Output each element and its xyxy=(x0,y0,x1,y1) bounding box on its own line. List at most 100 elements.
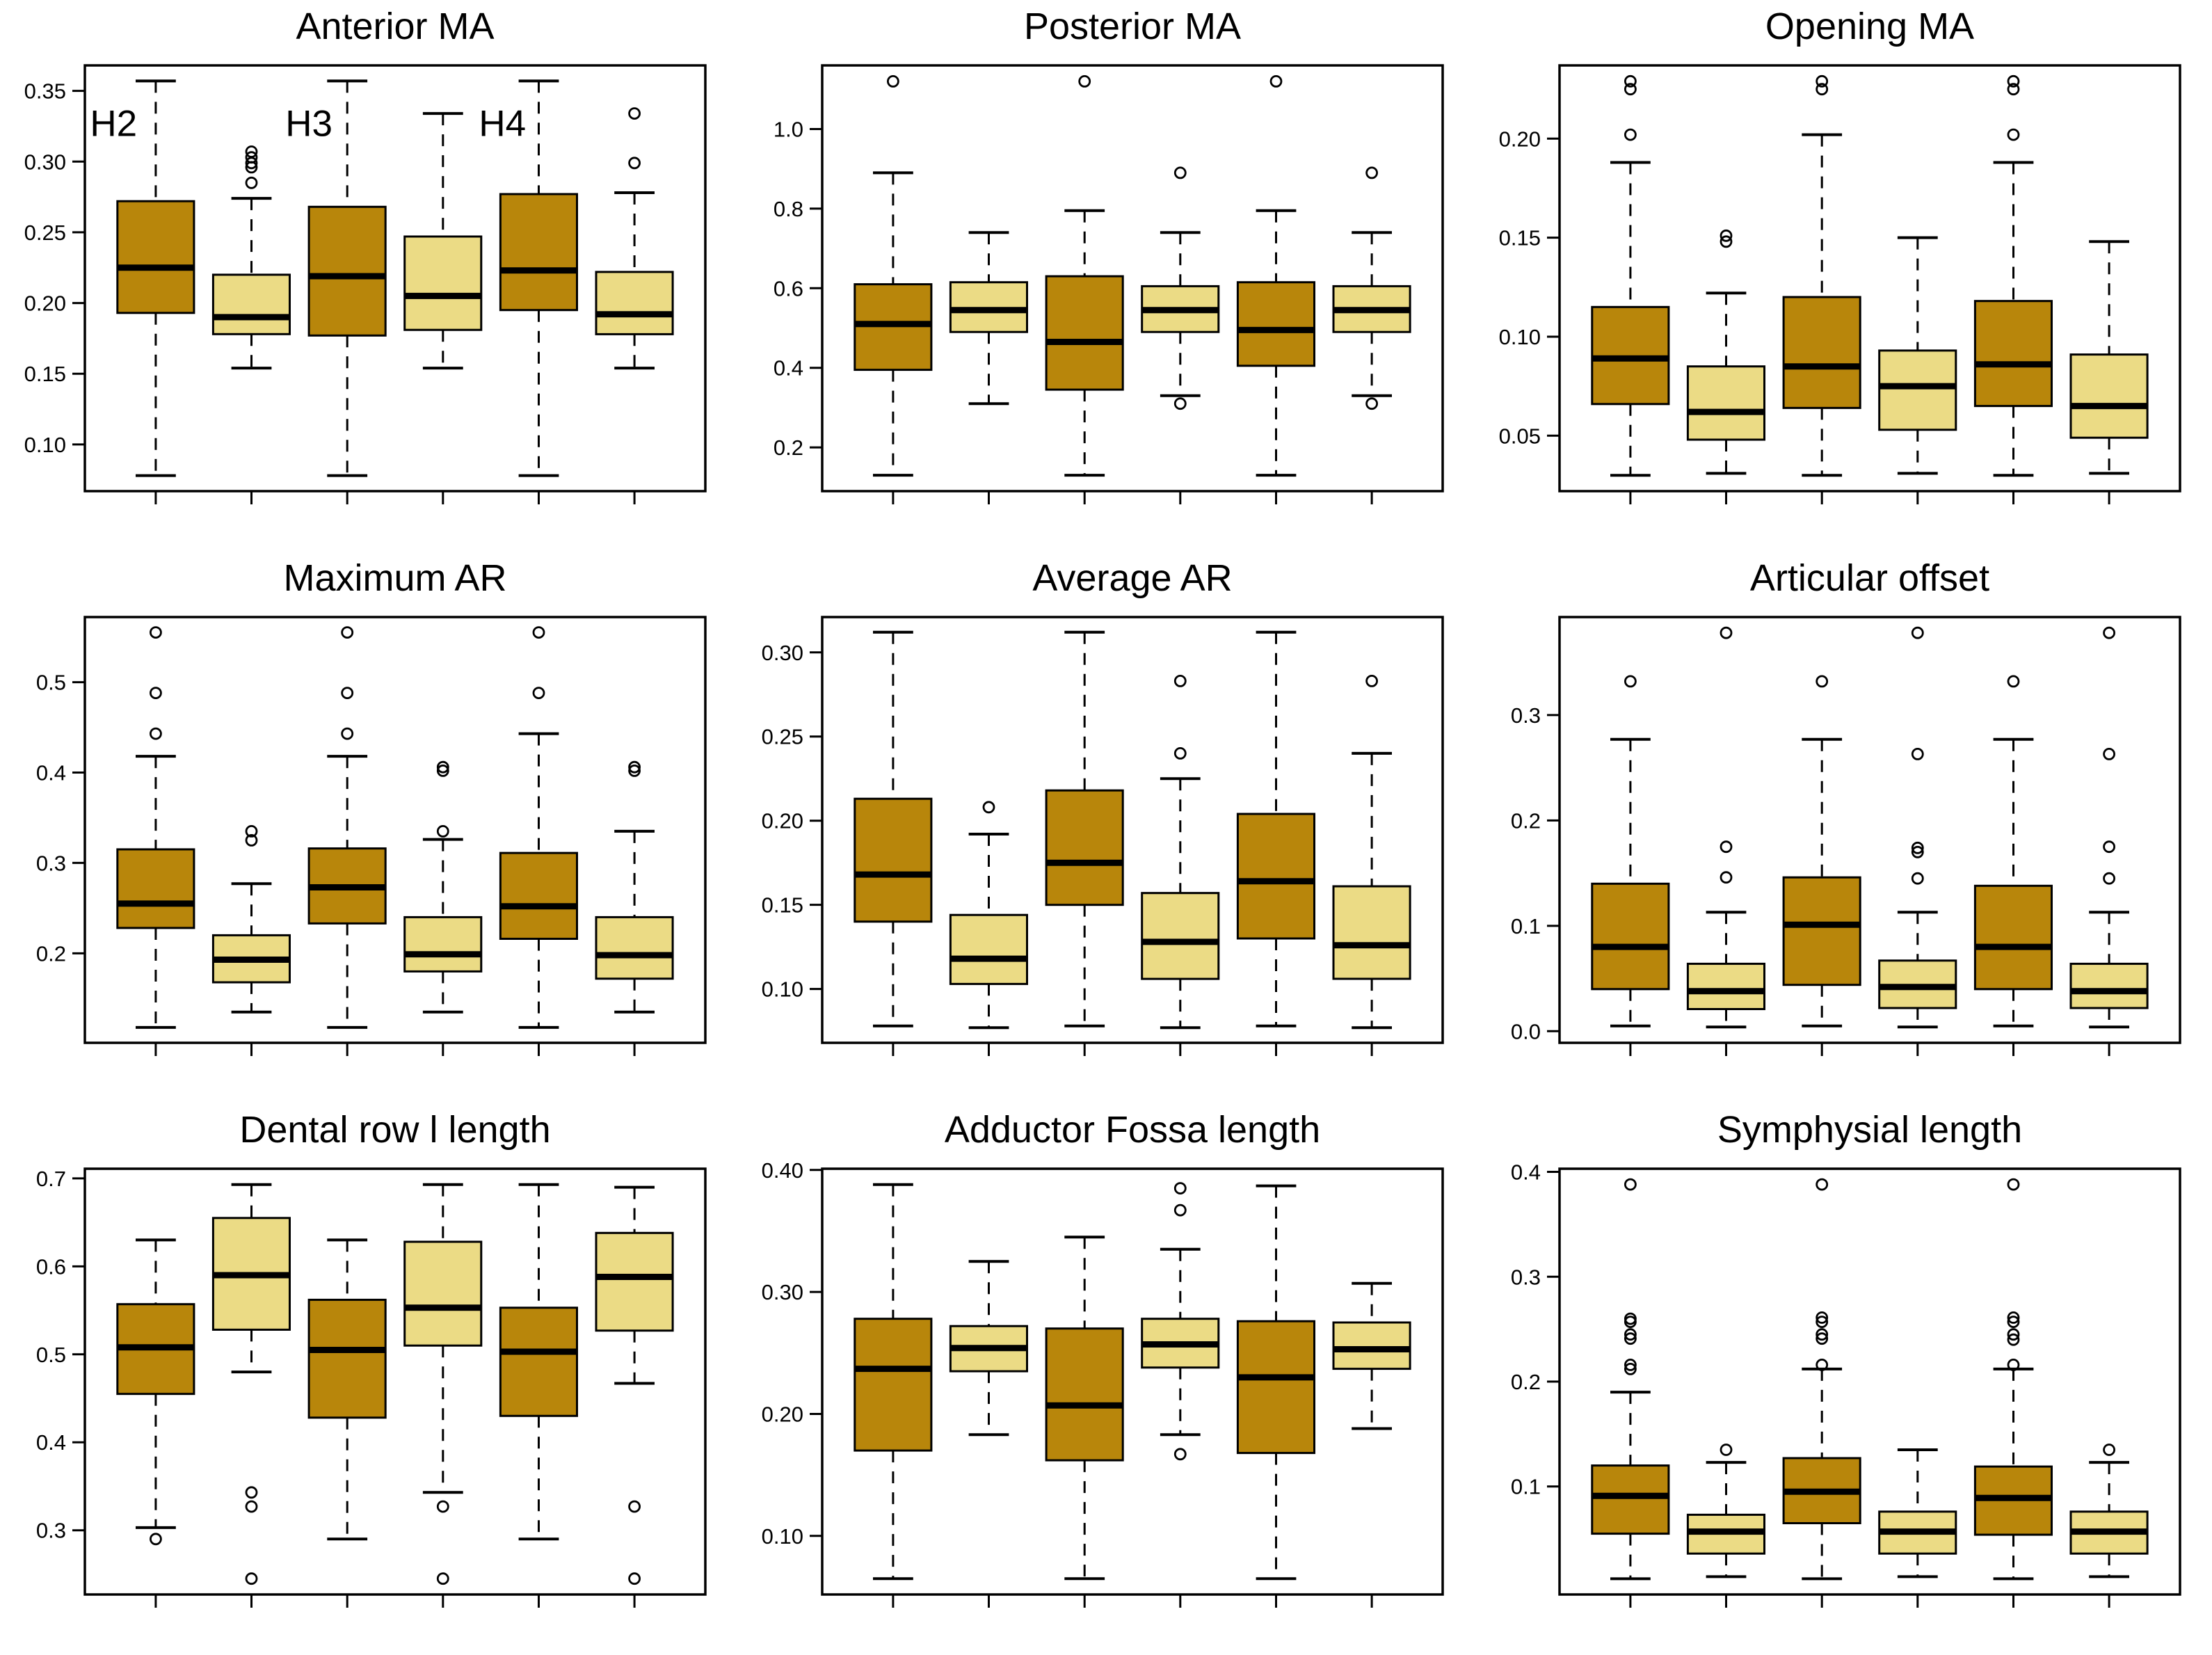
y-tick-label: 0.25 xyxy=(24,221,66,245)
iqr-box xyxy=(1973,300,2053,408)
outlier-point xyxy=(1624,128,1637,141)
outlier-point xyxy=(245,145,258,158)
box-group xyxy=(595,760,674,1056)
outlier-point xyxy=(245,1572,258,1585)
outlier-point xyxy=(1173,1182,1187,1194)
iqr-box xyxy=(1782,876,1861,986)
outlier-point xyxy=(2007,1316,2020,1329)
outlier-point xyxy=(1078,75,1091,88)
outlier-point xyxy=(1173,166,1187,179)
outlier-point xyxy=(2007,1333,2020,1346)
y-tick-label: 0.5 xyxy=(36,671,66,695)
outlier-point xyxy=(245,1500,258,1513)
outlier-point xyxy=(1624,1332,1637,1345)
y-tick-label: 0.4 xyxy=(1511,1160,1541,1185)
panel-adductor-fossa-length-svg: Adductor Fossa length 0.10 0.20 0.30 0.40 xyxy=(762,1109,1444,1608)
panel-opening-ma: Opening MA 0.05 0.10 0.15 0.20 xyxy=(1475,0,2212,552)
y-tick-label: 0.30 xyxy=(762,1280,803,1304)
box-group xyxy=(1236,1184,1316,1608)
y-tick-label: 0.30 xyxy=(24,150,66,174)
y-tick-label: 0.6 xyxy=(774,276,803,301)
y-tick-label: 0.8 xyxy=(774,197,803,221)
panel-symphysial-length: Symphysial length 0.1 0.2 0.3 0.4 xyxy=(1475,1103,2212,1655)
box-group xyxy=(1782,1178,1861,1608)
outlier-point xyxy=(1269,75,1283,88)
iqr-box xyxy=(211,273,291,335)
box-group xyxy=(1973,1178,2053,1608)
outlier-point xyxy=(1173,1204,1187,1217)
outlier-point xyxy=(1720,840,1733,854)
box-group xyxy=(1878,1448,1957,1608)
iqr-box xyxy=(1332,885,1411,980)
iqr-box xyxy=(1045,1327,1124,1462)
outlier-point xyxy=(2103,626,2115,639)
panel-articular-offset: Articular offset 0.0 0.1 0.2 0.3 xyxy=(1475,552,2212,1103)
iqr-box xyxy=(1141,892,1220,980)
outlier-point xyxy=(149,687,162,700)
panel-anterior-ma: Anterior MA 0.10 0.15 0.20 0.25 0.30 0.35 H2 H3 H… xyxy=(0,0,737,552)
y-tick-label: 0.2 xyxy=(1511,1370,1541,1394)
y-tick-label: 0.5 xyxy=(36,1343,66,1367)
box-group xyxy=(499,1183,579,1608)
box-group xyxy=(949,1260,1028,1608)
y-tick-label: 0.6 xyxy=(36,1254,66,1279)
box-group xyxy=(853,1183,933,1608)
panel-articular-offset-svg: Articular offset 0.0 0.1 0.2 0.3 xyxy=(1511,557,2181,1056)
plot-frame xyxy=(83,616,707,1044)
plot-frame xyxy=(821,64,1444,493)
outlier-point xyxy=(2103,1444,2115,1456)
outlier-point xyxy=(2103,747,2115,760)
outlier-point xyxy=(1365,674,1378,687)
outlier-point xyxy=(1816,1332,1829,1345)
y-tick-label: 0.3 xyxy=(1511,703,1541,728)
panel-title: Symphysial length xyxy=(1717,1109,2022,1151)
outlier-point xyxy=(436,1572,449,1585)
panel-posterior-ma: Posterior MA 0.2 0.4 0.6 0.8 1.0 xyxy=(737,0,1475,552)
outlier-point xyxy=(1624,74,1637,88)
iqr-box xyxy=(1236,1320,1316,1455)
box-group xyxy=(307,626,387,1056)
outlier-point xyxy=(1911,845,1924,858)
box-group xyxy=(1236,75,1316,504)
outlier-point xyxy=(1720,229,1733,242)
outlier-point xyxy=(2103,872,2115,885)
iqr-box xyxy=(403,1240,483,1347)
outlier-point xyxy=(532,687,545,700)
plot-frame xyxy=(821,1167,1444,1596)
y-tick-label: 0.4 xyxy=(36,761,66,785)
outlier-point xyxy=(628,107,641,120)
outlier-point xyxy=(341,727,354,740)
outlier-point xyxy=(1365,397,1378,410)
y-tick-label: 0.20 xyxy=(24,291,66,316)
outlier-point xyxy=(1720,871,1733,884)
iqr-box xyxy=(1591,1464,1670,1535)
plot-frame xyxy=(821,616,1444,1044)
outlier-point xyxy=(341,626,354,639)
outlier-point xyxy=(2007,675,2020,688)
box-group xyxy=(1782,675,1861,1056)
outlier-point xyxy=(1624,1312,1637,1325)
outlier-point xyxy=(1624,675,1637,688)
box-group xyxy=(853,75,933,504)
outlier-point xyxy=(436,760,449,774)
iqr-box xyxy=(499,193,579,312)
panel-title: Articular offset xyxy=(1750,557,1989,599)
outlier-point xyxy=(1911,747,1924,760)
iqr-box xyxy=(1878,349,1957,431)
outlier-point xyxy=(245,151,258,164)
box-group xyxy=(2069,626,2149,1056)
outlier-point xyxy=(1816,675,1829,688)
panel-title: Dental row l length xyxy=(239,1109,550,1151)
iqr-box xyxy=(1591,882,1670,991)
outlier-point xyxy=(2007,1358,2020,1371)
group-label: H2 xyxy=(90,104,137,145)
box-group xyxy=(403,1183,483,1608)
panel-title: Maximum AR xyxy=(283,557,506,599)
box-group xyxy=(211,145,291,504)
plot-frame xyxy=(83,1167,707,1596)
iqr-box xyxy=(2069,353,2149,439)
y-tick-label: 0.0 xyxy=(1511,1019,1541,1044)
outlier-point xyxy=(1816,1358,1829,1371)
y-tick-label: 0.05 xyxy=(1499,424,1541,448)
